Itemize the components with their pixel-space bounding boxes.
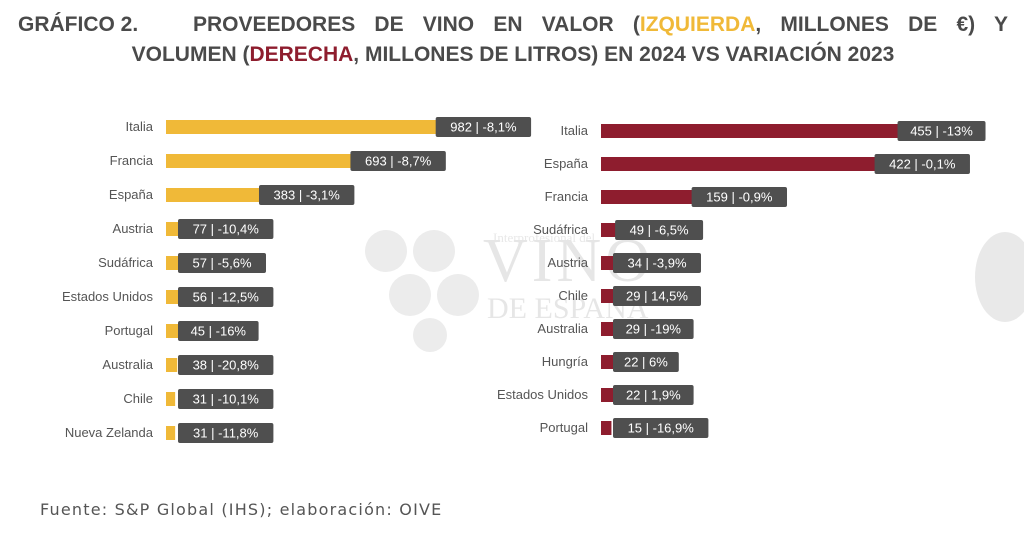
data-label: 49 | -6,5%	[630, 223, 689, 238]
data-label: 422 | -0,1%	[889, 157, 956, 172]
category-label: Australia	[102, 357, 153, 372]
data-label-box	[178, 253, 266, 273]
data-label-box	[178, 219, 274, 239]
data-label-box	[613, 286, 701, 306]
bar	[166, 154, 371, 168]
watermark-text-top: Interprofesional del	[493, 230, 596, 245]
category-label: Francia	[545, 189, 589, 204]
watermark-arc	[975, 232, 1024, 322]
category-label: Sudáfrica	[98, 255, 154, 270]
data-label-box	[258, 185, 355, 205]
bar	[601, 388, 617, 402]
category-label: Australia	[537, 321, 588, 336]
data-label: 22 | 1,9%	[626, 388, 681, 403]
category-label: Chile	[558, 288, 588, 303]
data-label: 22 | 6%	[624, 355, 668, 370]
data-label-box	[897, 121, 986, 141]
category-label: Italia	[126, 119, 154, 134]
data-label: 34 | -3,9%	[627, 256, 686, 271]
data-label-box	[178, 287, 274, 307]
category-label: Austria	[548, 255, 589, 270]
data-label: 56 | -12,5%	[193, 290, 260, 305]
bar	[601, 355, 617, 369]
category-label: Chile	[123, 391, 153, 406]
category-label: Sudáfrica	[533, 222, 589, 237]
data-label: 15 | -16,9%	[628, 421, 695, 436]
data-label-box	[874, 154, 970, 174]
data-label-box	[613, 418, 709, 438]
data-label: 45 | -16%	[191, 324, 247, 339]
category-label: Austria	[113, 221, 154, 236]
data-label: 159 | -0,9%	[706, 190, 773, 205]
bar	[166, 392, 176, 406]
data-label-box	[435, 117, 532, 137]
data-label: 31 | -10,1%	[193, 392, 260, 407]
category-label: Nueva Zelanda	[65, 425, 154, 440]
bar	[166, 188, 279, 202]
source-footer: Fuente: S&P Global (IHS); elaboración: O…	[40, 500, 443, 519]
data-label-box	[178, 321, 259, 341]
data-label: 31 | -11,8%	[193, 426, 259, 441]
chart-panel-valor: Italia 982 | -8,1% Francia 693 | -8,7% Españ…	[62, 117, 532, 443]
chart-panel-volumen: Italia 455 | -13% España 422 | -0,1% Francia…	[497, 121, 986, 438]
data-label: 38 | -20,8%	[193, 358, 260, 373]
title-line-1: PROVEEDORES DE VINO EN VALOR (IZQUIERDA,…	[193, 13, 1008, 36]
chart-title: GRÁFICO 2. PROVEEDORES DE VINO EN VALOR …	[18, 10, 1008, 70]
data-label: 77 | -10,4%	[193, 222, 260, 237]
category-label: Francia	[110, 153, 154, 168]
data-label-box	[615, 220, 704, 240]
category-label: Estados Unidos	[497, 387, 589, 402]
bar	[601, 190, 712, 204]
data-label: 29 | 14,5%	[626, 289, 688, 304]
bar	[166, 358, 178, 372]
category-label: España	[544, 156, 589, 171]
bar	[166, 120, 456, 134]
data-label-box	[691, 187, 788, 207]
data-label-box	[613, 352, 679, 372]
bar	[601, 421, 612, 435]
bar	[166, 324, 180, 338]
category-label: Hungría	[542, 354, 589, 369]
data-label-box	[613, 253, 701, 273]
data-label: 982 | -8,1%	[450, 120, 517, 135]
category-label: Portugal	[105, 323, 154, 338]
data-label: 29 | -19%	[626, 322, 682, 337]
category-label: España	[109, 187, 154, 202]
data-label-box	[350, 151, 446, 171]
data-label-box	[178, 355, 274, 375]
category-label: Portugal	[540, 420, 589, 435]
bar	[601, 124, 918, 138]
title-prefix: GRÁFICO 2.	[18, 13, 139, 36]
data-label: 57 | -5,6%	[192, 256, 251, 271]
data-label-box	[178, 423, 274, 443]
category-label: Italia	[561, 123, 589, 138]
bar	[601, 157, 895, 171]
data-label: 383 | -3,1%	[274, 188, 341, 203]
bar	[166, 426, 176, 440]
data-label: 693 | -8,7%	[365, 154, 432, 169]
data-label-box	[613, 385, 694, 405]
category-label: Estados Unidos	[62, 289, 154, 304]
title-line-2: VOLUMEN (DERECHA, MILLONES DE LITROS) EN…	[131, 43, 895, 66]
data-label-box	[178, 389, 274, 409]
data-label: 455 | -13%	[910, 124, 973, 139]
title-highlight-right: DERECHA	[249, 43, 354, 66]
data-label-box	[613, 319, 694, 339]
title-highlight-left: IZQUIERDA	[639, 13, 756, 36]
